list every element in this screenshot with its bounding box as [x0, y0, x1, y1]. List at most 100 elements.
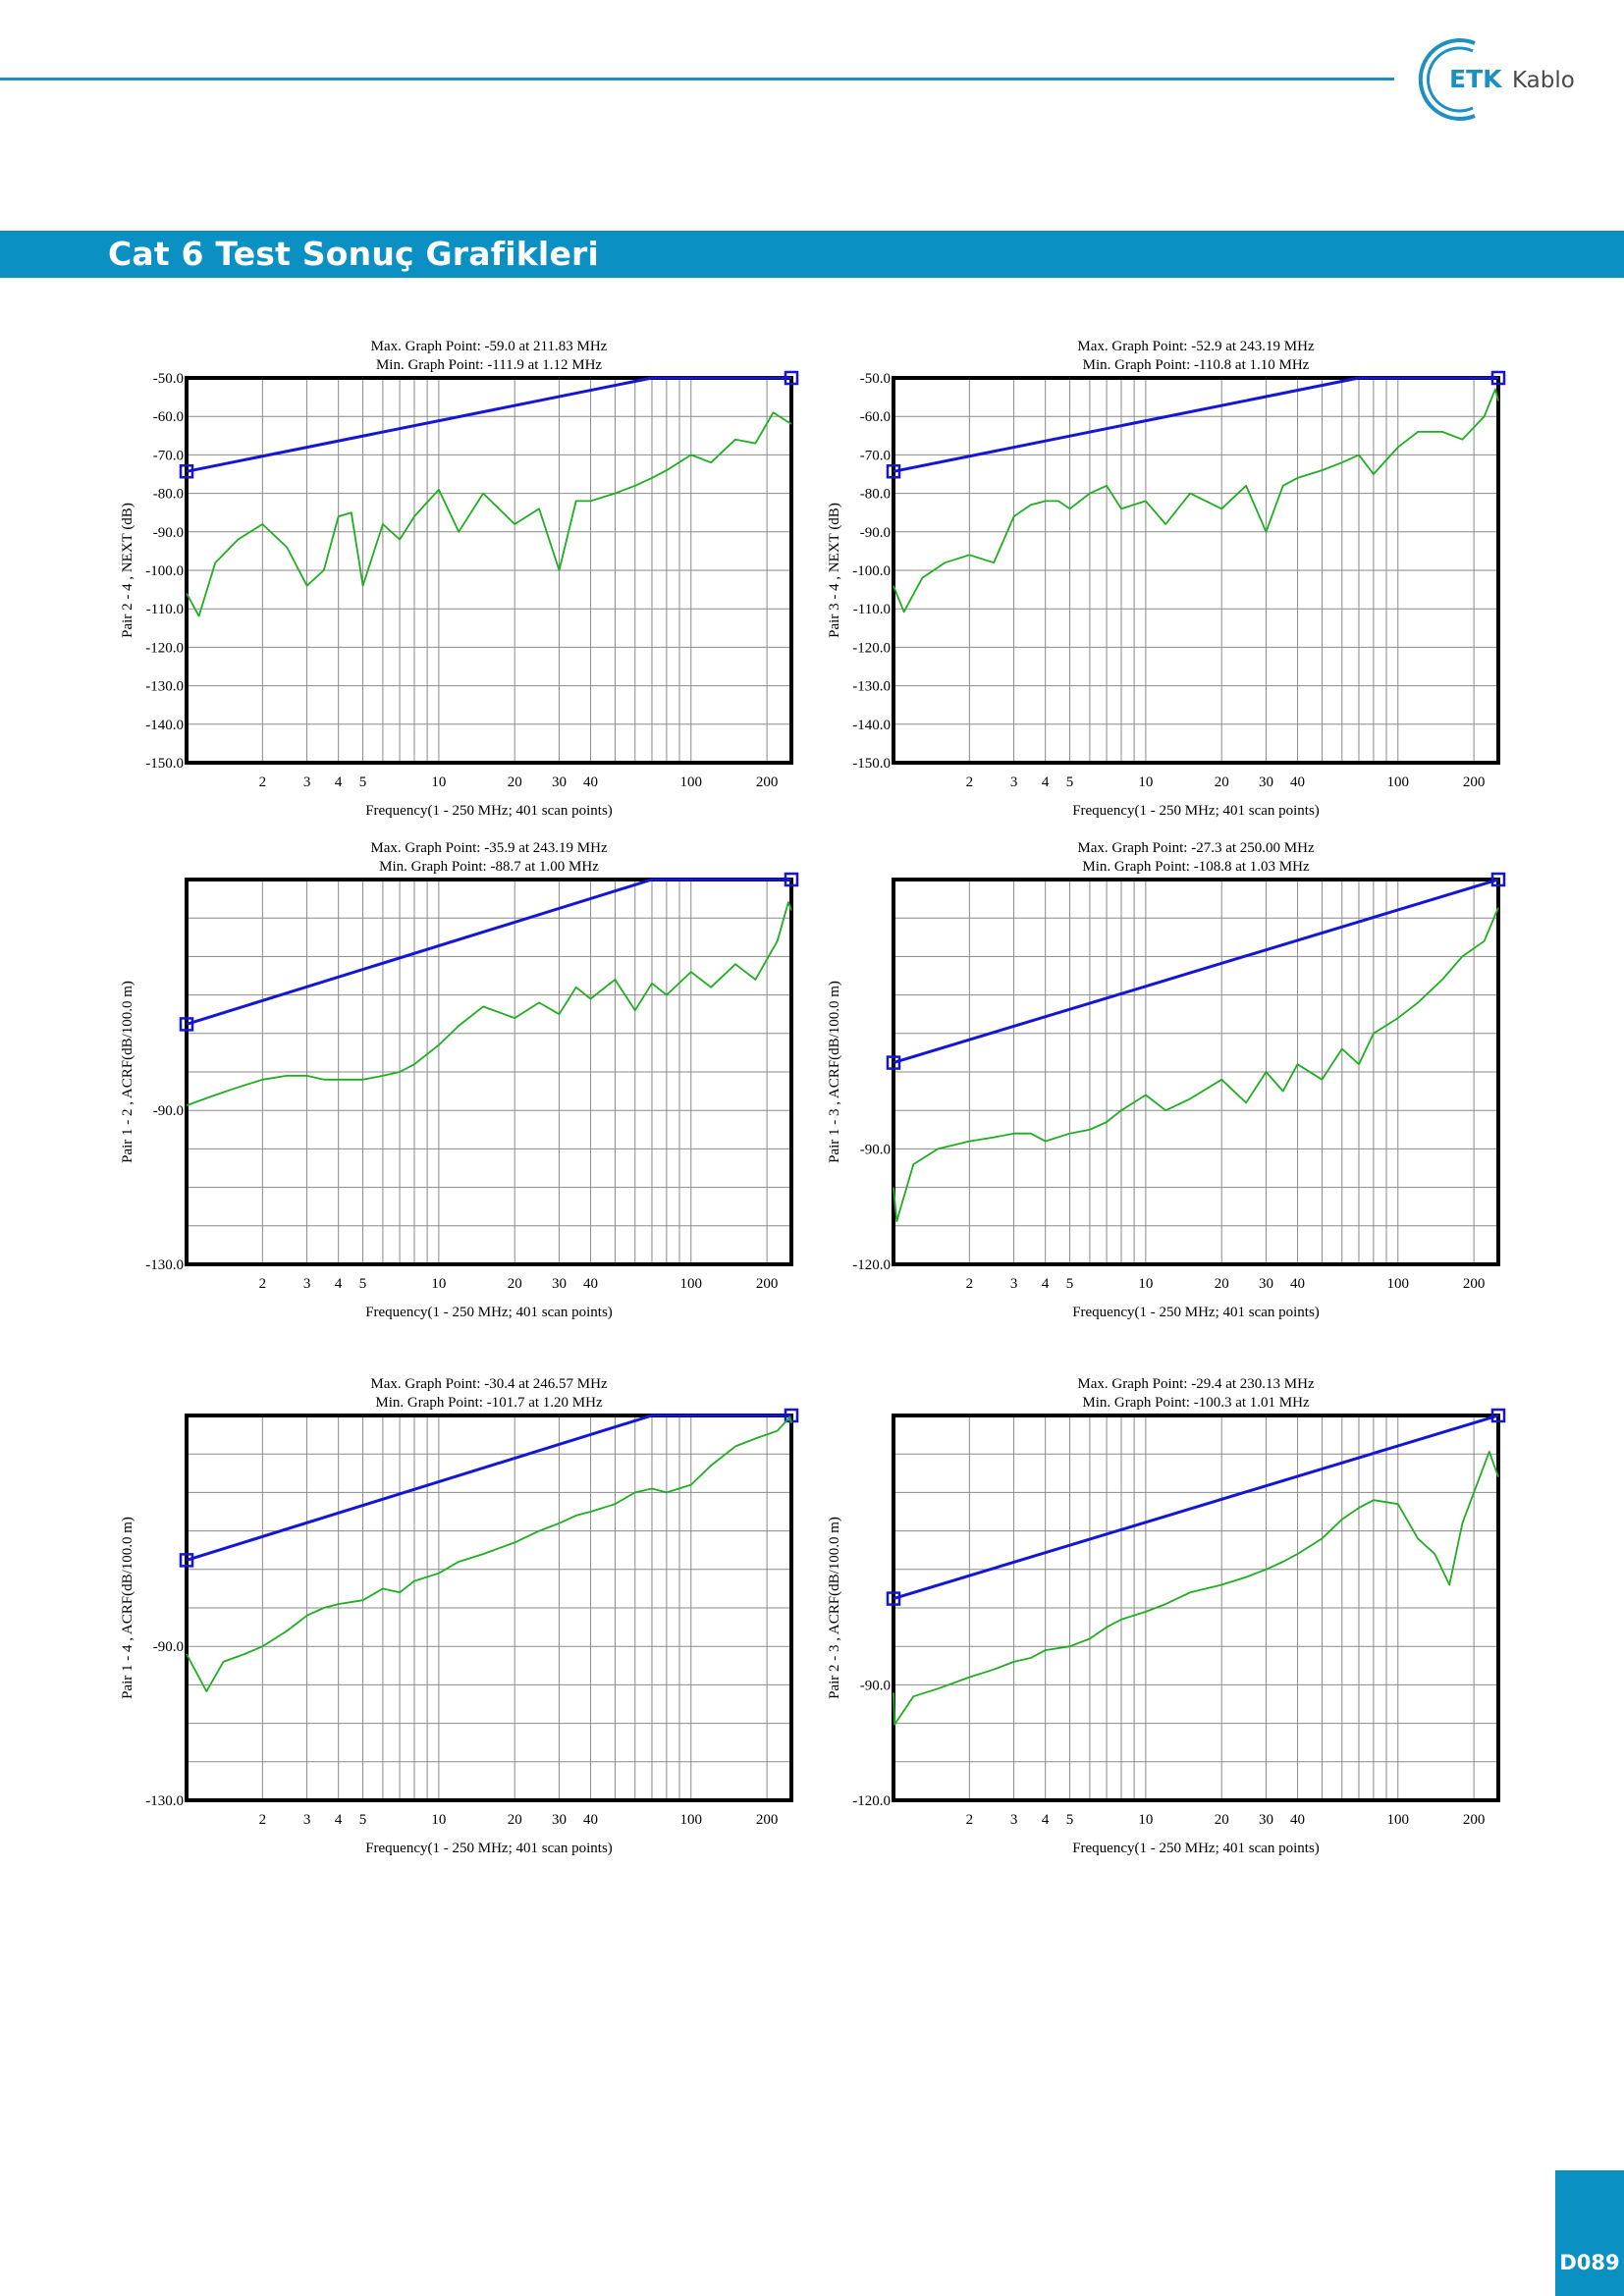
logo-kablo-text: Kablo: [1512, 68, 1575, 93]
y-tick-label: -80.0: [860, 487, 891, 503]
y-axis-label: Pair 2 - 4 , NEXT (dB): [120, 503, 135, 638]
x-tick-label: 30: [552, 1276, 567, 1292]
x-tick-label: 10: [1138, 1812, 1153, 1828]
x-tick-label: 40: [1290, 774, 1305, 790]
page-title: Cat 6 Test Sonuç Grafikleri: [108, 235, 600, 273]
y-tick-label: -100.0: [852, 563, 891, 579]
x-tick-label: 40: [583, 1812, 598, 1828]
limit-marker: [179, 1553, 194, 1568]
x-tick-label: 10: [1138, 774, 1153, 790]
section-banner: Cat 6 Test Sonuç Grafikleri: [0, 231, 1624, 278]
y-tick-label: -50.0: [153, 371, 184, 387]
logo-ring-inner: [1426, 46, 1474, 113]
min-graph-point-text: Min. Graph Point: -108.8 at 1.03 MHz: [1082, 859, 1310, 875]
x-tick-label: 30: [1259, 1276, 1273, 1292]
x-tick-label: 2: [966, 1276, 974, 1292]
y-tick-label: -70.0: [153, 448, 184, 463]
limit-marker: [784, 872, 799, 887]
x-tick-label: 3: [303, 1276, 311, 1292]
x-tick-label: 100: [680, 1812, 703, 1828]
x-tick-label: 4: [335, 1276, 343, 1292]
x-tick-label: 100: [1387, 774, 1410, 790]
x-tick-label: 20: [508, 774, 522, 790]
x-tick-label: 100: [680, 1276, 703, 1292]
x-tick-label: 3: [1010, 774, 1018, 790]
x-tick-label: 10: [431, 1812, 446, 1828]
x-tick-label: 20: [508, 1812, 522, 1828]
x-axis-label: Frequency(1 - 250 MHz; 401 scan points): [1072, 1841, 1320, 1856]
max-graph-point-text: Max. Graph Point: -30.4 at 246.57 MHz: [370, 1376, 608, 1392]
x-axis-label: Frequency(1 - 250 MHz; 401 scan points): [1072, 1305, 1320, 1320]
x-tick-label: 20: [1215, 774, 1229, 790]
limit-line: [186, 376, 791, 473]
max-graph-point-text: Max. Graph Point: -29.4 at 230.13 MHz: [1077, 1376, 1315, 1392]
x-tick-label: 5: [1066, 774, 1074, 790]
x-tick-label: 5: [359, 1276, 367, 1292]
grid: [187, 880, 791, 1264]
max-graph-point-text: Max. Graph Point: -27.3 at 250.00 MHz: [1077, 840, 1315, 856]
x-tick-label: 3: [303, 774, 311, 790]
y-tick-label: -150.0: [145, 756, 184, 772]
y-tick-label: -110.0: [146, 602, 184, 617]
grid: [893, 1415, 1498, 1800]
limit-line: [893, 878, 1499, 1065]
x-tick-label: 200: [756, 1276, 779, 1292]
y-tick-label: -130.0: [145, 679, 184, 695]
y-tick-label: -60.0: [860, 409, 891, 425]
y-tick-label: -120.0: [852, 640, 891, 656]
max-graph-point-text: Max. Graph Point: -35.9 at 243.19 MHz: [370, 840, 608, 856]
x-tick-label: 100: [1387, 1276, 1410, 1292]
plot-frame: [892, 376, 1500, 765]
y-axis-label: Pair 1 - 2 , ACRF(dB/100.0 m): [120, 981, 135, 1163]
company-logo: ETK Kablo: [1414, 35, 1620, 124]
y-axis-label: Pair 1 - 4 , ACRF(dB/100.0 m): [120, 1517, 135, 1699]
max-graph-point-text: Max. Graph Point: -59.0 at 211.83 MHz: [371, 339, 608, 354]
x-tick-label: 2: [259, 774, 267, 790]
x-tick-label: 100: [680, 774, 703, 790]
x-tick-label: 30: [552, 1812, 567, 1828]
max-graph-point-text: Max. Graph Point: -52.9 at 243.19 MHz: [1077, 339, 1315, 354]
y-tick-label: -90.0: [860, 1142, 891, 1157]
y-tick-label: -130.0: [852, 679, 891, 695]
x-tick-label: 20: [508, 1276, 522, 1292]
x-tick-label: 40: [1290, 1812, 1305, 1828]
min-graph-point-text: Min. Graph Point: -110.8 at 1.10 MHz: [1083, 357, 1310, 373]
min-graph-point-text: Min. Graph Point: -88.7 at 1.00 MHz: [379, 859, 599, 875]
x-tick-label: 4: [1042, 774, 1050, 790]
x-tick-label: 20: [1215, 1276, 1229, 1292]
limit-line: [186, 878, 791, 1026]
x-tick-label: 2: [259, 1276, 267, 1292]
x-tick-label: 30: [1259, 1812, 1273, 1828]
limit-marker: [886, 1591, 901, 1606]
x-tick-label: 200: [1463, 1812, 1486, 1828]
x-tick-label: 5: [359, 1812, 367, 1828]
x-tick-label: 30: [1259, 774, 1273, 790]
x-tick-label: 2: [966, 774, 974, 790]
x-tick-label: 4: [335, 1812, 343, 1828]
y-tick-label: -90.0: [153, 525, 184, 541]
x-tick-label: 40: [1290, 1276, 1305, 1292]
plot-frame: [185, 376, 793, 765]
logo-ring-outer: [1418, 38, 1476, 121]
y-tick-label: -120.0: [145, 640, 184, 656]
limit-marker: [1490, 872, 1506, 887]
x-tick-label: 200: [1463, 774, 1486, 790]
limit-marker: [784, 370, 799, 386]
x-tick-label: 2: [966, 1812, 974, 1828]
logo-etk-text: ETK: [1449, 65, 1503, 93]
plot-frame: [892, 878, 1500, 1266]
x-tick-label: 200: [1463, 1276, 1486, 1292]
x-tick-label: 200: [756, 1812, 779, 1828]
x-tick-label: 100: [1387, 1812, 1410, 1828]
limit-marker: [1490, 1408, 1506, 1423]
x-tick-label: 3: [1010, 1276, 1018, 1292]
chart-pair-2-4-next: Max. Graph Point: -59.0 at 211.83 MHz Min…: [118, 334, 825, 825]
min-graph-point-text: Min. Graph Point: -111.9 at 1.12 MHz: [376, 357, 602, 373]
plot-frame: [185, 878, 793, 1266]
y-tick-label: -110.0: [853, 602, 891, 617]
measured-line: [186, 411, 792, 617]
measured-line: [186, 901, 792, 1106]
plot-frame: [185, 1414, 793, 1802]
y-tick-label: -90.0: [153, 1639, 184, 1655]
measured-line: [186, 1415, 792, 1693]
